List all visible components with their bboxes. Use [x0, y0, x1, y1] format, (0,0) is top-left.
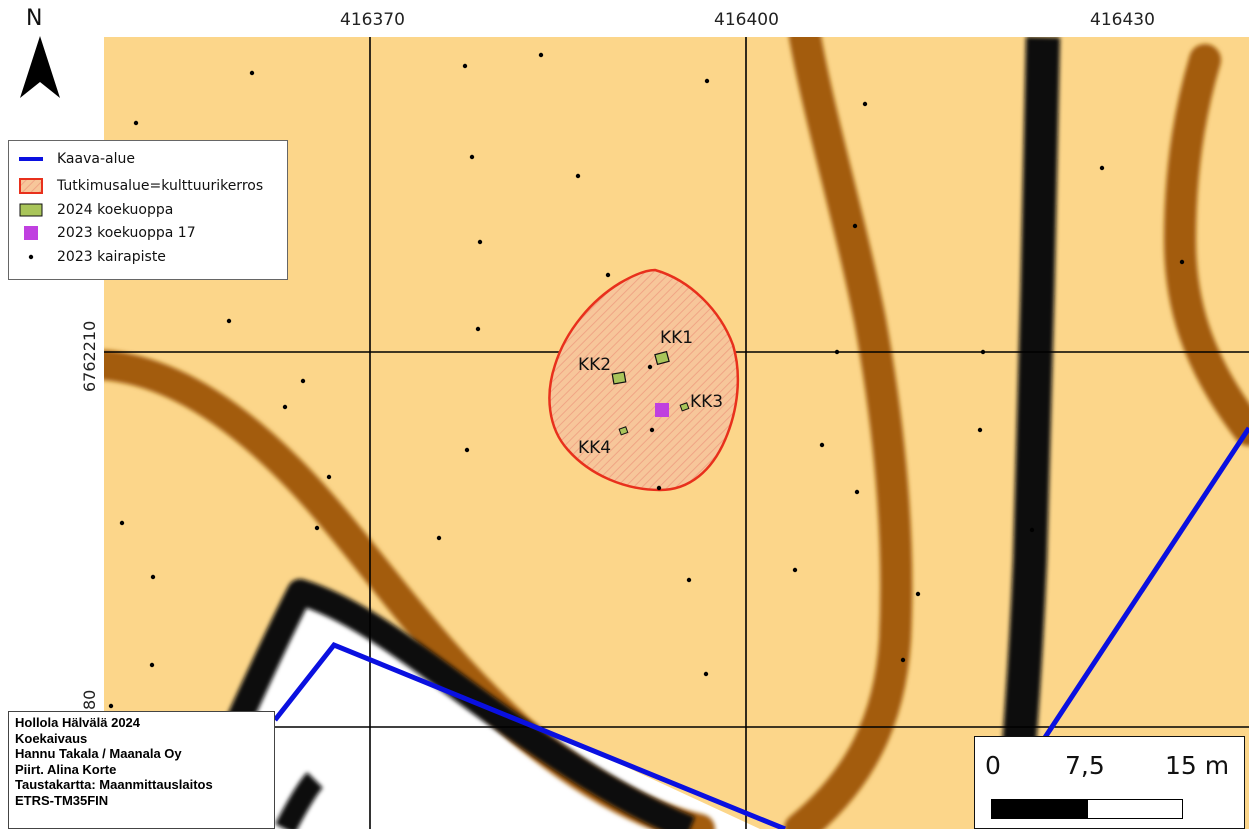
legend-label: 2023 koekuoppa 17 [57, 225, 196, 241]
coord-left-80: 80 [80, 689, 99, 710]
drill-point [108, 703, 114, 709]
north-label: N [26, 6, 43, 31]
test-pit-kk2[interactable] [611, 371, 627, 385]
green-square-icon [19, 202, 43, 218]
magenta-square-icon [19, 225, 43, 241]
credits-box: Hollola Hälvälä 2024 Koekaivaus Hannu Ta… [8, 711, 275, 829]
credits-line: Piirt. Alina Korte [15, 761, 117, 777]
drill-point [900, 657, 906, 663]
drill-point [862, 101, 868, 107]
drill-point [150, 574, 156, 580]
legend-item-tutkimusalue: Tutkimusalue=kulttuurikerros [19, 176, 263, 196]
coord-top-416430: 416430 [1090, 10, 1155, 30]
drill-point [1179, 259, 1185, 265]
drill-point [852, 223, 858, 229]
drill-point [647, 364, 653, 370]
test-pit-label-kk2: KK2 [578, 355, 611, 375]
drill-point [834, 349, 840, 355]
drill-point [980, 349, 986, 355]
drill-point [249, 70, 255, 76]
test-pit-label-kk1: KK1 [660, 328, 693, 348]
scale-label-0: 0 [985, 751, 1001, 780]
drill-point [436, 535, 442, 541]
scale-segment-white [1087, 799, 1183, 819]
drill-point [477, 239, 483, 245]
drill-point [119, 520, 125, 526]
drill-point [462, 63, 468, 69]
drill-point [282, 404, 288, 410]
black-road-building-inner [275, 772, 324, 829]
red-hatched-area-icon [19, 178, 43, 194]
black-road-building [178, 579, 695, 829]
north-arrow-icon [20, 36, 60, 98]
drill-point [133, 120, 139, 126]
drill-point [149, 662, 155, 668]
drill-point [703, 671, 709, 677]
test-pit-kk1[interactable] [654, 350, 670, 366]
drill-point [819, 442, 825, 448]
drill-point [1099, 165, 1105, 171]
drill-point [300, 378, 306, 384]
legend-item-2023-kairapiste: 2023 kairapiste [19, 247, 166, 267]
scale-segment-black [991, 799, 1087, 819]
coord-top-416370: 416370 [340, 10, 405, 30]
drill-point [649, 427, 655, 433]
legend-item-2023-koekuoppa-17: 2023 koekuoppa 17 [19, 223, 196, 243]
drill-point [686, 577, 692, 583]
drill-point [915, 591, 921, 597]
drill-point [1029, 527, 1035, 533]
koekuoppa-17[interactable] [655, 403, 669, 417]
coord-left-6762210: 6762210 [80, 320, 99, 392]
legend-label: Tutkimusalue=kulttuurikerros [57, 178, 264, 194]
drill-point [704, 78, 710, 84]
drill-point [792, 567, 798, 573]
black-dot-icon [19, 249, 43, 265]
brown-road-east [1164, 44, 1249, 446]
scale-bar: 0 7,5 15 m [974, 736, 1245, 829]
credits-line: Taustakartta: Maanmittauslaitos [15, 777, 213, 792]
drill-point [656, 485, 662, 491]
study-area [548, 268, 740, 492]
blue-line-icon [19, 151, 43, 167]
legend-item-kaava-alue: Kaava-alue [19, 149, 135, 169]
legend-label: 2024 koekuoppa [57, 202, 174, 218]
drill-point [464, 447, 470, 453]
test-pit-label-kk3: KK3 [690, 392, 723, 412]
brown-road-center [784, 37, 913, 829]
drill-point [538, 52, 544, 58]
legend-label: 2023 kairapiste [57, 249, 166, 265]
credits-line: Koekaivaus [15, 730, 88, 746]
drill-point [977, 427, 983, 433]
credits-line: ETRS-TM35FIN [15, 792, 109, 808]
scale-label-7-5: 7,5 [1065, 751, 1105, 780]
legend-label: Kaava-alue [57, 151, 135, 167]
drill-point [575, 173, 581, 179]
test-pit-kk4[interactable] [618, 426, 629, 436]
test-pit-kk3[interactable] [679, 402, 690, 412]
drill-point [854, 489, 860, 495]
credits-line: Hannu Takala / Maanala Oy [15, 746, 182, 761]
drill-point [469, 154, 475, 160]
legend-item-2024-koekuoppa: 2024 koekuoppa [19, 200, 173, 220]
kaava-alue-boundary [273, 426, 1249, 829]
drill-point [326, 474, 332, 480]
legend: Kaava-alue Tutkimusalue=kulttuurikerros … [8, 140, 288, 280]
drill-point [475, 326, 481, 332]
test-pit-label-kk4: KK4 [578, 438, 611, 458]
drill-point [605, 272, 611, 278]
drill-point [226, 318, 232, 324]
scale-label-15m: 15 m [1165, 751, 1230, 780]
credits-line: Hollola Hälvälä 2024 [15, 715, 141, 730]
drill-point [314, 525, 320, 531]
coord-top-416400: 416400 [714, 10, 779, 30]
drill-points [108, 52, 1185, 709]
